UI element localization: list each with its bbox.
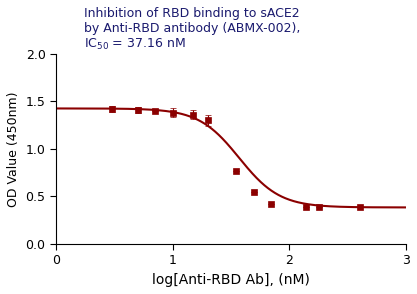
X-axis label: log[Anti-RBD Ab], (nM): log[Anti-RBD Ab], (nM)	[152, 273, 310, 287]
Y-axis label: OD Value (450nm): OD Value (450nm)	[7, 91, 20, 207]
Text: Inhibition of RBD binding to sACE2
by Anti-RBD antibody (ABMX-002),
IC$_{50}$ = : Inhibition of RBD binding to sACE2 by An…	[84, 7, 300, 52]
